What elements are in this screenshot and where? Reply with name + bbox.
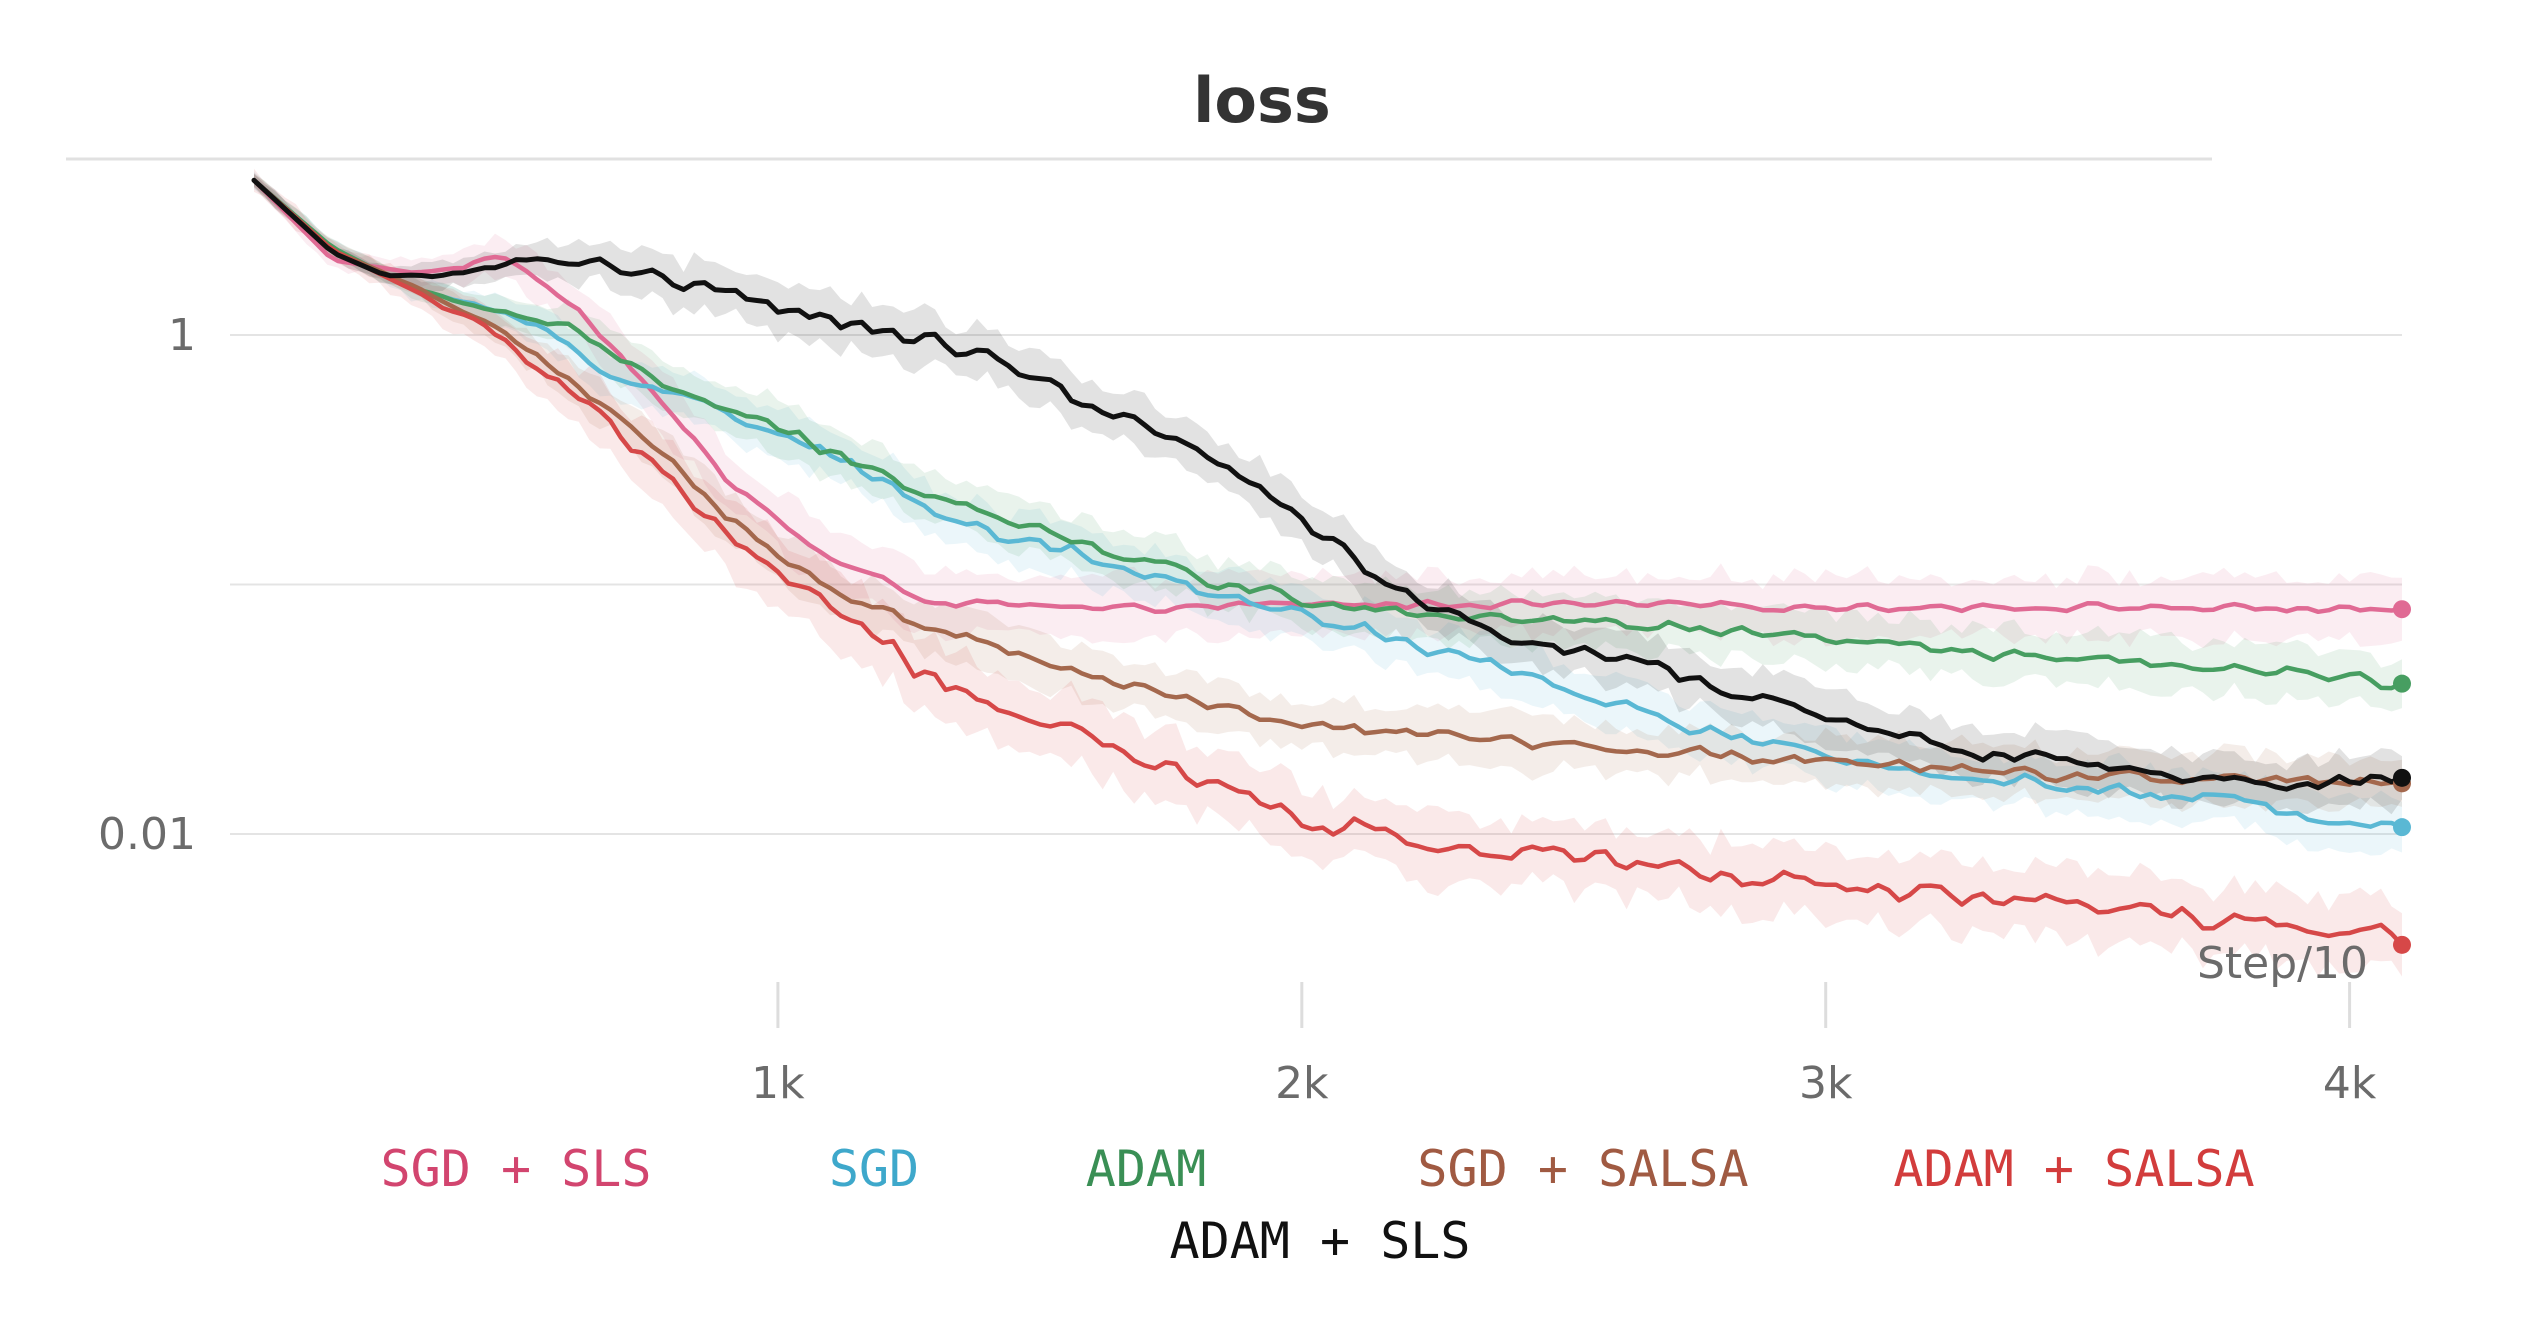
band-adam-salsa bbox=[254, 168, 2402, 977]
legend-item-adam[interactable]: ADAM bbox=[1086, 1140, 1206, 1198]
x-tick-label: 2k bbox=[1275, 1058, 1329, 1109]
legend-item-sgd-salsa[interactable]: SGD + SALSA bbox=[1417, 1140, 1748, 1198]
gridlines bbox=[230, 334, 2402, 835]
endpoint-adam-salsa bbox=[2393, 935, 2411, 954]
x-tick-label: 4k bbox=[2323, 1058, 2377, 1109]
series-lines bbox=[251, 177, 2405, 948]
line-adam bbox=[251, 178, 2405, 691]
legend-item-adam-sls[interactable]: ADAM + SLS bbox=[1169, 1212, 1470, 1270]
line-sgd-salsa bbox=[251, 178, 2405, 787]
line-adam-sls bbox=[251, 177, 2405, 792]
y-tick-label: 1 bbox=[168, 310, 196, 361]
line-adam-salsa bbox=[251, 178, 2405, 948]
confidence-bands bbox=[254, 168, 2402, 977]
x-tick-label: 1k bbox=[751, 1058, 805, 1109]
chart-title: loss bbox=[1193, 64, 1331, 137]
legend-item-sgd[interactable]: SGD bbox=[829, 1140, 919, 1198]
x-axis-label: Step/10 bbox=[2197, 938, 2368, 989]
legend: SGD + SLS SGD ADAM SGD + SALSA ADAM + SALSA A… bbox=[381, 1140, 2255, 1270]
endpoint-sgd-sls bbox=[2393, 600, 2411, 619]
band-sgd bbox=[254, 171, 2402, 856]
x-tick-label: 3k bbox=[1799, 1058, 1853, 1109]
endpoint-sgd bbox=[2393, 818, 2411, 837]
endpoint-adam bbox=[2393, 674, 2411, 693]
endpoint-adam-sls bbox=[2393, 768, 2411, 787]
series-endpoints bbox=[2393, 600, 2411, 954]
legend-item-adam-salsa[interactable]: ADAM + SALSA bbox=[1893, 1140, 2254, 1198]
y-tick-label: 0.01 bbox=[98, 809, 196, 860]
line-sgd bbox=[251, 178, 2405, 830]
axis-labels: 1 0.01 1k 2k 3k 4k bbox=[98, 310, 2377, 1109]
legend-item-sgd-sls[interactable]: SGD + SLS bbox=[381, 1140, 652, 1198]
